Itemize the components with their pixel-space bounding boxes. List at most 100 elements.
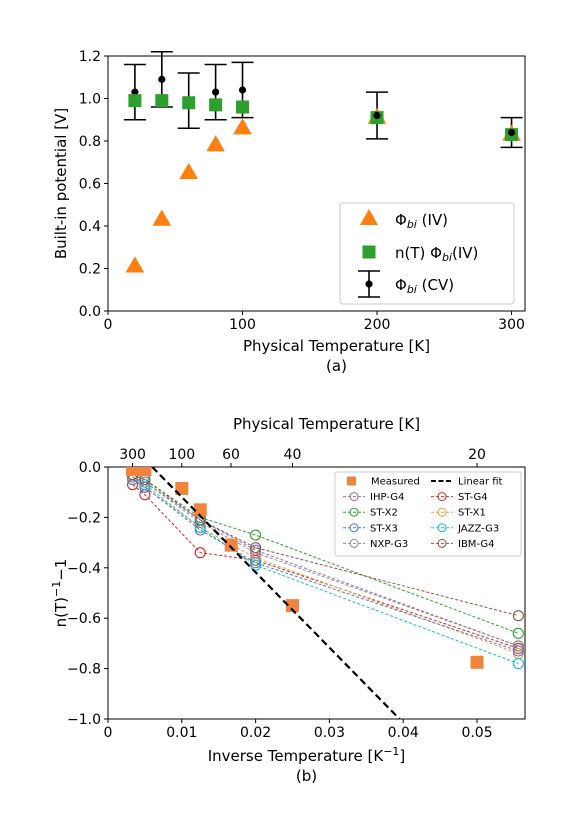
legend-label-measured: Measured	[371, 477, 420, 488]
legend-label-main: Φ	[395, 211, 407, 229]
legend-label: NXP-G3	[370, 539, 408, 550]
legend-label: ST-G4	[458, 492, 488, 503]
series-line	[132, 474, 519, 617]
legend-label-main: Φ	[395, 276, 407, 294]
legend-marker-circle	[349, 507, 359, 517]
x-tick-label: 0.03	[314, 725, 345, 741]
legend-label-sub: bi	[442, 251, 452, 264]
series-point	[512, 658, 524, 670]
legend-frame	[339, 202, 515, 305]
error-bar-point	[131, 88, 139, 96]
legend-label: IHP-G4	[370, 492, 404, 503]
nt-iv-point	[155, 94, 169, 108]
series-point	[194, 547, 206, 559]
x-tick-label: 200	[364, 317, 391, 333]
top-tick-label: 100	[168, 447, 195, 463]
legend-marker-nt	[362, 245, 376, 259]
y-tick-label: 0.2	[79, 262, 101, 278]
error-bar-point	[212, 88, 220, 96]
series-point	[250, 559, 262, 571]
legend-label-main: n(T) Φ	[395, 244, 442, 262]
x-tick-label: 0.01	[166, 725, 197, 741]
measured-point	[138, 467, 152, 477]
x-tick-label: 300	[498, 317, 525, 333]
y-tick-label: 0.0	[79, 460, 101, 476]
legend-label-sub: bi	[407, 218, 417, 231]
y-tick-label: 1.2	[79, 49, 101, 65]
series-point	[139, 476, 151, 488]
legend-label-linear-fit: Linear fit	[458, 477, 503, 488]
legend-label-sub: bi	[407, 283, 417, 296]
legend-errorbar-point	[365, 280, 373, 288]
y-axis-label-end: −1	[52, 559, 70, 581]
nt-iv-point	[209, 98, 223, 112]
series-line	[132, 476, 519, 647]
cv-point	[204, 63, 227, 121]
series-nxp-g3	[127, 471, 524, 652]
series-point	[512, 645, 524, 657]
legend-label: IBM-G4	[458, 539, 495, 550]
iv-point	[233, 118, 252, 135]
series-line	[132, 479, 519, 652]
legend-marker-circle	[349, 492, 359, 502]
series-point	[512, 627, 524, 639]
x-tick-label: 0.05	[461, 725, 492, 741]
legend-marker-circle	[349, 523, 359, 533]
legend-a: Φbi (IV)n(T) Φbi(IV)Φbi (CV)	[339, 202, 515, 305]
y-axis-label-main: n(T)	[52, 597, 70, 627]
panel-label-a: (a)	[326, 357, 347, 375]
x-tick-label: 0.04	[388, 725, 419, 741]
legend-label: Φbi (CV)	[395, 276, 454, 296]
y-tick-label: −1.0	[67, 712, 101, 728]
legend-marker-iv	[360, 209, 378, 225]
nt-iv-point	[128, 94, 142, 108]
plot-area-b	[126, 467, 524, 719]
measured-point	[470, 655, 484, 669]
cv-point-dot	[373, 111, 381, 120]
x-tick-label: 0	[104, 725, 113, 741]
legend-label: Φbi (IV)	[395, 211, 448, 231]
nt-iv-point	[182, 96, 196, 110]
legend-marker-circle	[437, 523, 447, 533]
iv-point	[206, 135, 225, 152]
y-tick-label: 0.6	[79, 177, 101, 193]
y-tick-label: 0.4	[79, 219, 101, 235]
y-axis-label: n(T)−1−1	[50, 559, 70, 628]
cv-point-dot	[507, 128, 516, 137]
iv-point	[152, 209, 172, 226]
series-point	[139, 481, 151, 493]
iv-point	[179, 162, 199, 180]
x-tick-label: 100	[229, 317, 256, 333]
legend-label: JAZZ-G3	[457, 523, 499, 534]
top-tick-label: 60	[222, 447, 240, 463]
iv-point	[125, 256, 145, 273]
legend-label-suffix: (IV)	[452, 244, 478, 262]
legend-marker-measured	[347, 476, 356, 486]
legend-marker-circle	[437, 507, 447, 517]
legend-label-suffix: (IV)	[417, 211, 448, 229]
x-axis-label-sup: −1	[383, 745, 399, 758]
y-tick-label: 0.8	[79, 134, 101, 150]
series-point	[250, 547, 262, 559]
linear-fit-line	[151, 467, 401, 719]
y-tick-label: −0.2	[67, 510, 101, 526]
top-axis-label: Physical Temperature [K]	[233, 415, 420, 433]
error-bar-point	[238, 86, 247, 94]
y-tick-label: 0.0	[79, 304, 101, 320]
x-axis-label: Physical Temperature [K]	[243, 337, 430, 355]
y-tick-label: −0.8	[67, 662, 101, 678]
x-axis-label-end: ]	[399, 747, 405, 765]
y-tick-label: −0.6	[67, 611, 101, 627]
measured-point	[193, 503, 207, 517]
panel-label-b: (b)	[296, 767, 317, 785]
y-axis-label-sup: −1	[50, 581, 63, 597]
legend-marker-circle	[437, 492, 447, 502]
error-bar-point	[158, 75, 166, 83]
y-axis-label: Built-in potential [V]	[52, 108, 70, 259]
legend-marker-circle	[349, 538, 359, 548]
chart-panel-b: 0 0.01 0.02 0.03 0.04 0.05 0.0 −0.2 −0.4 −0.6 −0.8…	[50, 415, 526, 785]
top-tick-label: 40	[284, 447, 302, 463]
plot-frame-b	[107, 466, 526, 720]
y-tick-label: 1.0	[79, 92, 101, 108]
